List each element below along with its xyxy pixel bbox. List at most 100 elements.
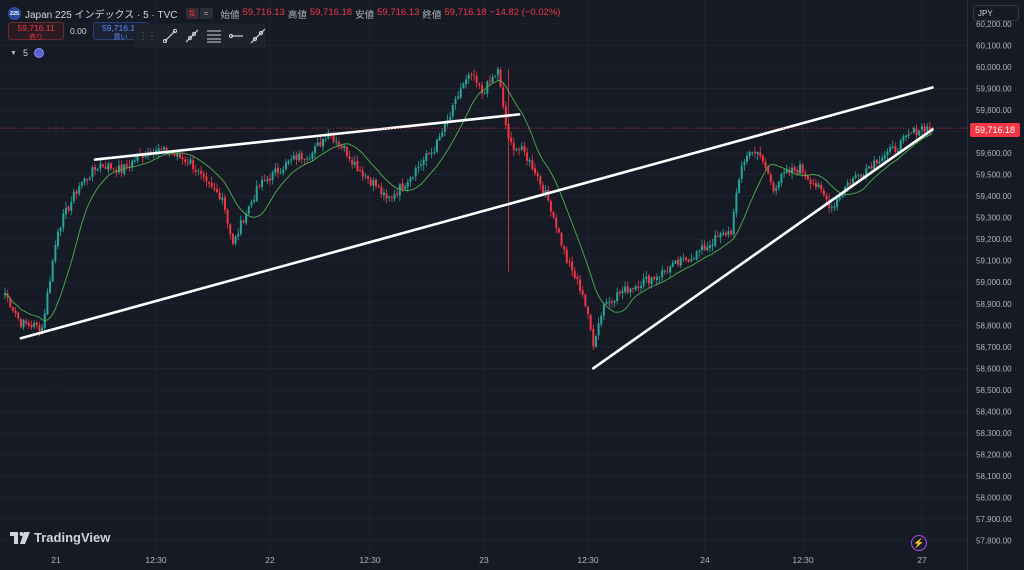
- symbol-logo[interactable]: 225: [8, 7, 21, 20]
- candle-body: [769, 174, 772, 183]
- candle-body: [292, 155, 295, 159]
- candle-body: [859, 175, 862, 177]
- flag-icon[interactable]: ⇅: [185, 8, 199, 19]
- candle-body: [308, 158, 311, 160]
- y-tick-label: 60,000.00: [976, 63, 1012, 72]
- candle-body: [738, 179, 741, 193]
- trendline[interactable]: [19, 86, 934, 340]
- extended-line-icon[interactable]: [250, 27, 266, 45]
- buy-label: 買い: [113, 34, 128, 41]
- candle-body: [428, 153, 430, 155]
- candle-body: [441, 132, 444, 137]
- candle-body: [621, 291, 624, 294]
- symbol-title[interactable]: Japan 225 インデックス · 5 · TVC: [25, 10, 178, 21]
- fib-icon[interactable]: [206, 27, 222, 45]
- candle-body: [915, 129, 918, 136]
- horizontal-ray-icon[interactable]: [228, 27, 244, 45]
- drag-handle-icon[interactable]: ⋮⋮: [138, 30, 157, 42]
- indicator-count[interactable]: 5: [22, 48, 28, 58]
- candle-body: [406, 181, 409, 187]
- trendline[interactable]: [93, 113, 521, 161]
- candle-body: [515, 149, 518, 150]
- candle-body: [213, 187, 216, 190]
- candle-body: [658, 276, 661, 278]
- settings-icon[interactable]: [33, 48, 44, 58]
- y-tick-label: 58,500.00: [976, 386, 1012, 395]
- candle-body: [367, 176, 370, 179]
- candle-body: [746, 155, 748, 162]
- candle-body: [817, 184, 820, 188]
- candle-body: [589, 314, 592, 330]
- candle-body: [902, 136, 905, 141]
- change-value: −14.82 (−0.02%): [489, 6, 561, 18]
- candle-body: [173, 153, 176, 156]
- candle-body: [22, 319, 25, 328]
- candle-body: [157, 148, 160, 152]
- candle-body: [420, 164, 423, 166]
- candle-body: [128, 165, 131, 167]
- candle-body: [202, 173, 205, 177]
- candle-body: [250, 202, 253, 206]
- trade-panel: 59,716.11 売り 0.00 59,716.11 買い: [8, 22, 149, 41]
- candle-body: [255, 186, 258, 201]
- brand-name: TradingView: [34, 530, 111, 545]
- candle-body: [846, 182, 849, 186]
- candle-body: [425, 153, 428, 161]
- candle-body: [239, 220, 242, 234]
- candle-body: [608, 301, 611, 303]
- candle-body: [531, 160, 534, 170]
- x-tick-label: 12:30: [145, 555, 167, 565]
- tradingview-logo[interactable]: TradingView: [10, 530, 110, 545]
- candle-body: [645, 276, 648, 279]
- candle-body: [430, 152, 433, 155]
- candle-body: [478, 83, 481, 86]
- ray-icon[interactable]: [184, 27, 200, 45]
- candle-body: [388, 196, 391, 199]
- candle-body: [99, 163, 102, 169]
- candle-body: [743, 161, 746, 166]
- candle-body: [682, 257, 685, 259]
- candle-body: [345, 146, 348, 156]
- candle-body: [25, 320, 28, 324]
- candle-body: [544, 190, 547, 194]
- chevron-down-icon[interactable]: ▼: [10, 49, 17, 57]
- candle-body: [610, 301, 613, 303]
- spread-value: 0.00: [70, 26, 87, 36]
- candle-body: [443, 123, 446, 132]
- ohlc-values: 始値 59,716.13 高値 59,716.18 安値 59,716.13 終値 59…: [221, 7, 561, 21]
- wave-icon[interactable]: ≈: [199, 8, 213, 19]
- candle-body: [491, 77, 494, 83]
- candle-body: [886, 151, 889, 156]
- candle-body: [237, 233, 240, 237]
- candle-body: [634, 285, 637, 290]
- sell-button[interactable]: 59,716.11 売り: [8, 22, 64, 41]
- close-value: 59,716.18: [444, 6, 487, 18]
- candle-body: [587, 306, 589, 314]
- candle-body: [398, 184, 401, 196]
- trendlines: [19, 86, 934, 370]
- candle-body: [284, 162, 287, 169]
- candle-body: [698, 251, 701, 253]
- candle-body: [332, 134, 335, 142]
- trendline[interactable]: [591, 128, 934, 370]
- candle-body: [136, 154, 139, 161]
- candle-body: [777, 182, 780, 188]
- symbol-header: 225 Japan 225 インデックス · 5 · TVC ⇅ ≈ 始値 59,…: [8, 6, 560, 21]
- candle-body: [417, 166, 420, 169]
- candle-body: [258, 185, 261, 187]
- lightning-icon[interactable]: ⚡: [911, 535, 927, 551]
- candle-body: [889, 147, 892, 152]
- candle-body: [316, 142, 319, 146]
- price-axis[interactable]: [967, 0, 1024, 570]
- currency-label[interactable]: JPY: [973, 5, 1019, 21]
- candle-body: [838, 196, 841, 200]
- candle-body: [380, 186, 383, 195]
- candle-body: [30, 324, 33, 328]
- candle-body: [155, 150, 158, 153]
- trend-line-icon[interactable]: [162, 27, 178, 45]
- candle-body: [573, 271, 576, 278]
- candle-body: [457, 96, 460, 99]
- candle-body: [454, 98, 457, 104]
- candle-body: [852, 178, 854, 184]
